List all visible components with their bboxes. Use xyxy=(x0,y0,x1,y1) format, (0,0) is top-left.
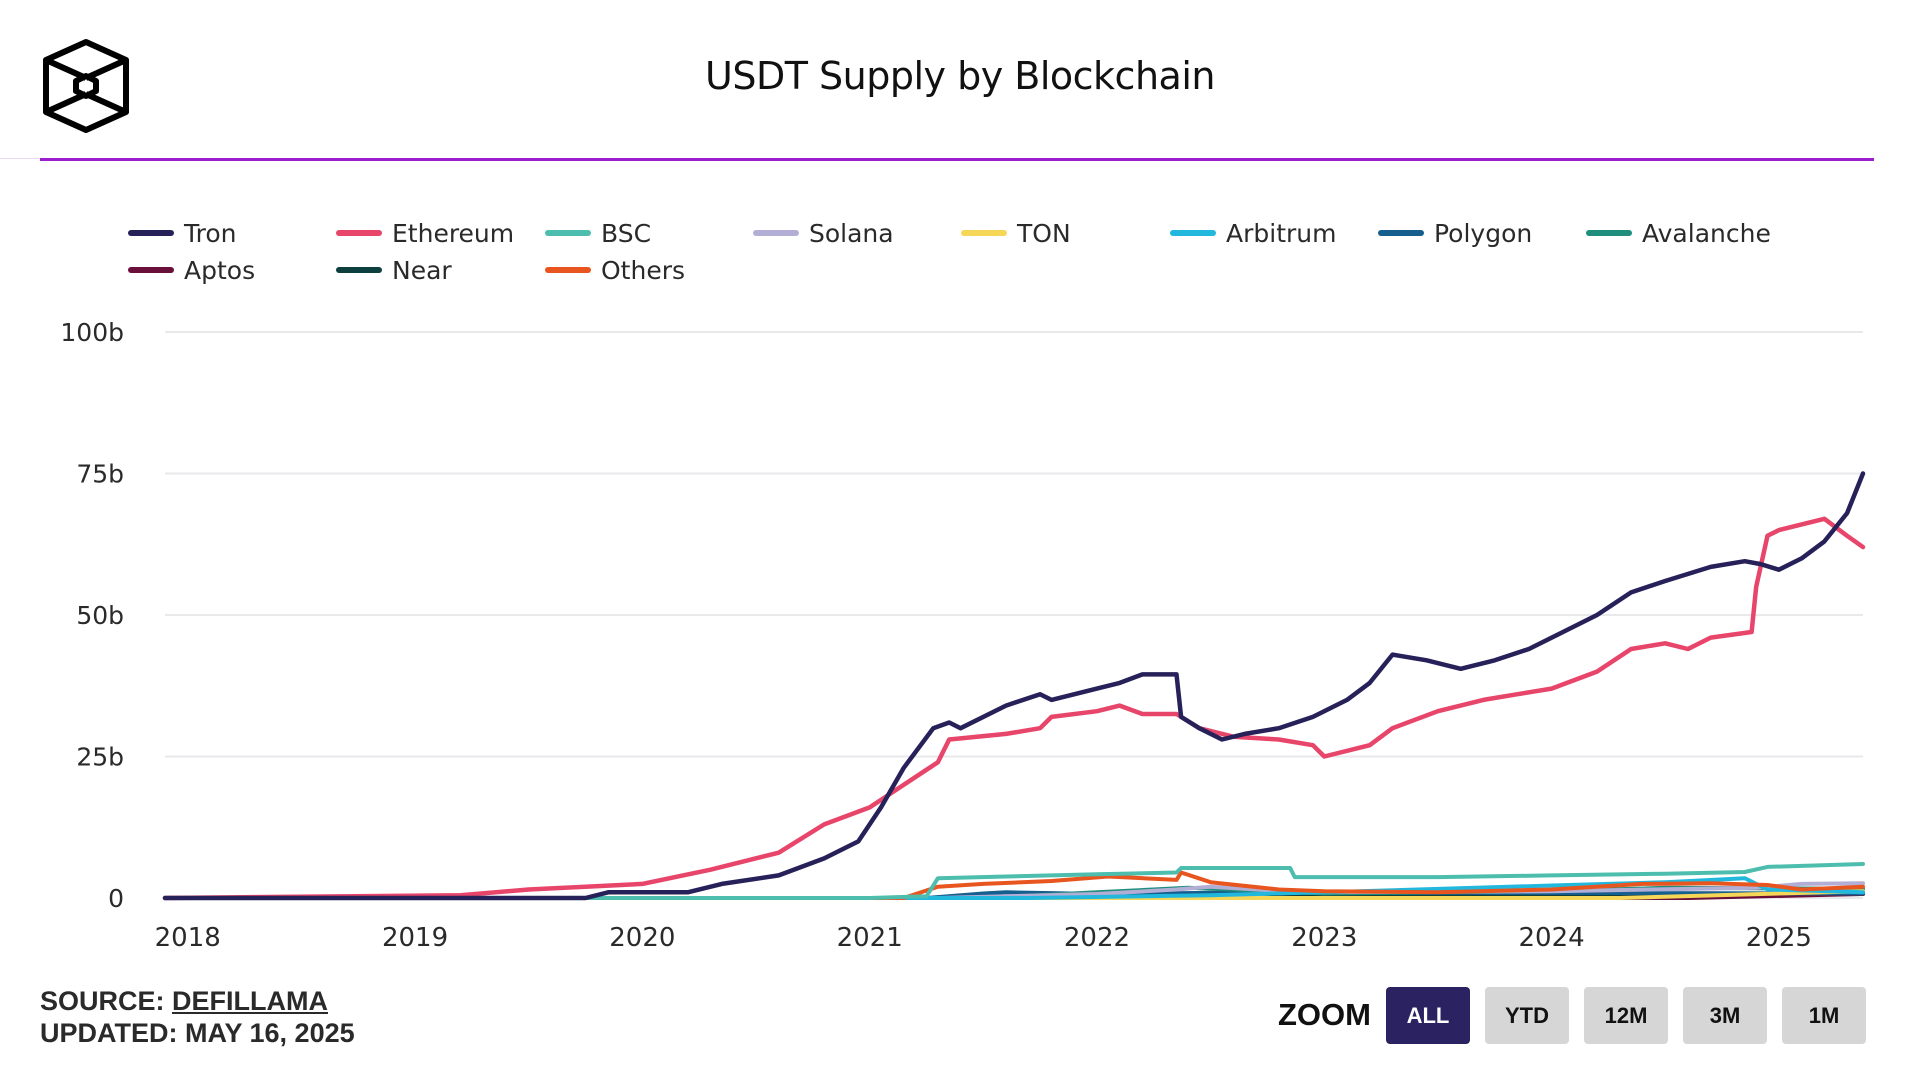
legend-item-arbitrum[interactable]: Arbitrum xyxy=(1170,215,1336,251)
series-line-tron xyxy=(162,471,1866,901)
legend-label: Ethereum xyxy=(392,218,515,248)
y-tick-label: 25b xyxy=(76,743,124,772)
footer-info: SOURCE: DEFILLAMA UPDATED: MAY 16, 2025 xyxy=(40,985,355,1049)
x-tick-label: 2025 xyxy=(1746,923,1812,953)
legend-label: Arbitrum xyxy=(1226,218,1337,248)
x-tick-label: 2023 xyxy=(1291,923,1357,953)
series-line-ethereum xyxy=(162,516,1866,901)
source-label: SOURCE: xyxy=(40,986,165,1016)
header-divider xyxy=(40,158,1874,161)
legend-item-avalanche[interactable]: Avalanche xyxy=(1586,215,1771,251)
legend-item-polygon[interactable]: Polygon xyxy=(1378,215,1532,251)
x-tick-label: 2019 xyxy=(382,923,448,953)
legend-swatch xyxy=(336,267,382,273)
legend-item-aptos[interactable]: Aptos xyxy=(128,252,255,288)
legend-swatch xyxy=(1170,230,1216,236)
legend-swatch xyxy=(128,230,174,236)
legend-swatch xyxy=(128,267,174,273)
updated-date: UPDATED: MAY 16, 2025 xyxy=(40,1018,355,1048)
legend-label: TON xyxy=(1017,218,1071,248)
y-tick-label: 100b xyxy=(60,318,124,347)
zoom-3m-button[interactable]: 3M xyxy=(1683,987,1767,1044)
legend-item-others[interactable]: Others xyxy=(545,252,685,288)
legend-swatch xyxy=(545,230,591,236)
legend-item-tron[interactable]: Tron xyxy=(128,215,236,251)
legend-swatch xyxy=(545,267,591,273)
x-tick-label: 2021 xyxy=(837,923,903,953)
source-line: SOURCE: DEFILLAMA xyxy=(40,985,355,1017)
legend-item-near[interactable]: Near xyxy=(336,252,452,288)
cube-logo-icon xyxy=(43,39,129,133)
legend-swatch xyxy=(336,230,382,236)
legend-label: Avalanche xyxy=(1642,218,1771,248)
legend-label: Tron xyxy=(184,218,237,248)
y-tick-label: 50b xyxy=(76,601,124,630)
legend-label: Near xyxy=(392,255,452,285)
x-tick-label: 2024 xyxy=(1519,923,1585,953)
legend-item-bsc[interactable]: BSC xyxy=(545,215,651,251)
chart-title: USDT Supply by Blockchain xyxy=(705,54,1215,98)
legend-label: Polygon xyxy=(1434,218,1533,248)
zoom-ytd-button[interactable]: YTD xyxy=(1485,987,1569,1044)
y-tick-label: 0 xyxy=(108,884,124,913)
header-divider-left xyxy=(0,158,40,159)
legend-label: Others xyxy=(601,255,686,285)
legend-item-ethereum[interactable]: Ethereum xyxy=(336,215,514,251)
legend-swatch xyxy=(1378,230,1424,236)
zoom-12m-button[interactable]: 12M xyxy=(1584,987,1668,1044)
zoom-all-button[interactable]: ALL xyxy=(1386,987,1470,1044)
legend-swatch xyxy=(753,230,799,236)
legend-label: Aptos xyxy=(184,255,256,285)
legend-swatch xyxy=(1586,230,1632,236)
series-line-others xyxy=(163,870,1865,900)
legend-label: Solana xyxy=(809,218,894,248)
zoom-label: ZOOM xyxy=(1278,997,1371,1032)
source-link[interactable]: DEFILLAMA xyxy=(172,986,329,1016)
legend-item-ton[interactable]: TON xyxy=(961,215,1071,251)
zoom-1m-button[interactable]: 1M xyxy=(1782,987,1866,1044)
legend-label: BSC xyxy=(601,218,652,248)
series-line-bsc xyxy=(163,862,1865,900)
x-tick-label: 2022 xyxy=(1064,923,1130,953)
legend-swatch xyxy=(961,230,1007,236)
x-tick-label: 2018 xyxy=(155,923,221,953)
legend-item-solana[interactable]: Solana xyxy=(753,215,894,251)
y-tick-label: 75b xyxy=(76,460,124,489)
x-tick-label: 2020 xyxy=(609,923,675,953)
